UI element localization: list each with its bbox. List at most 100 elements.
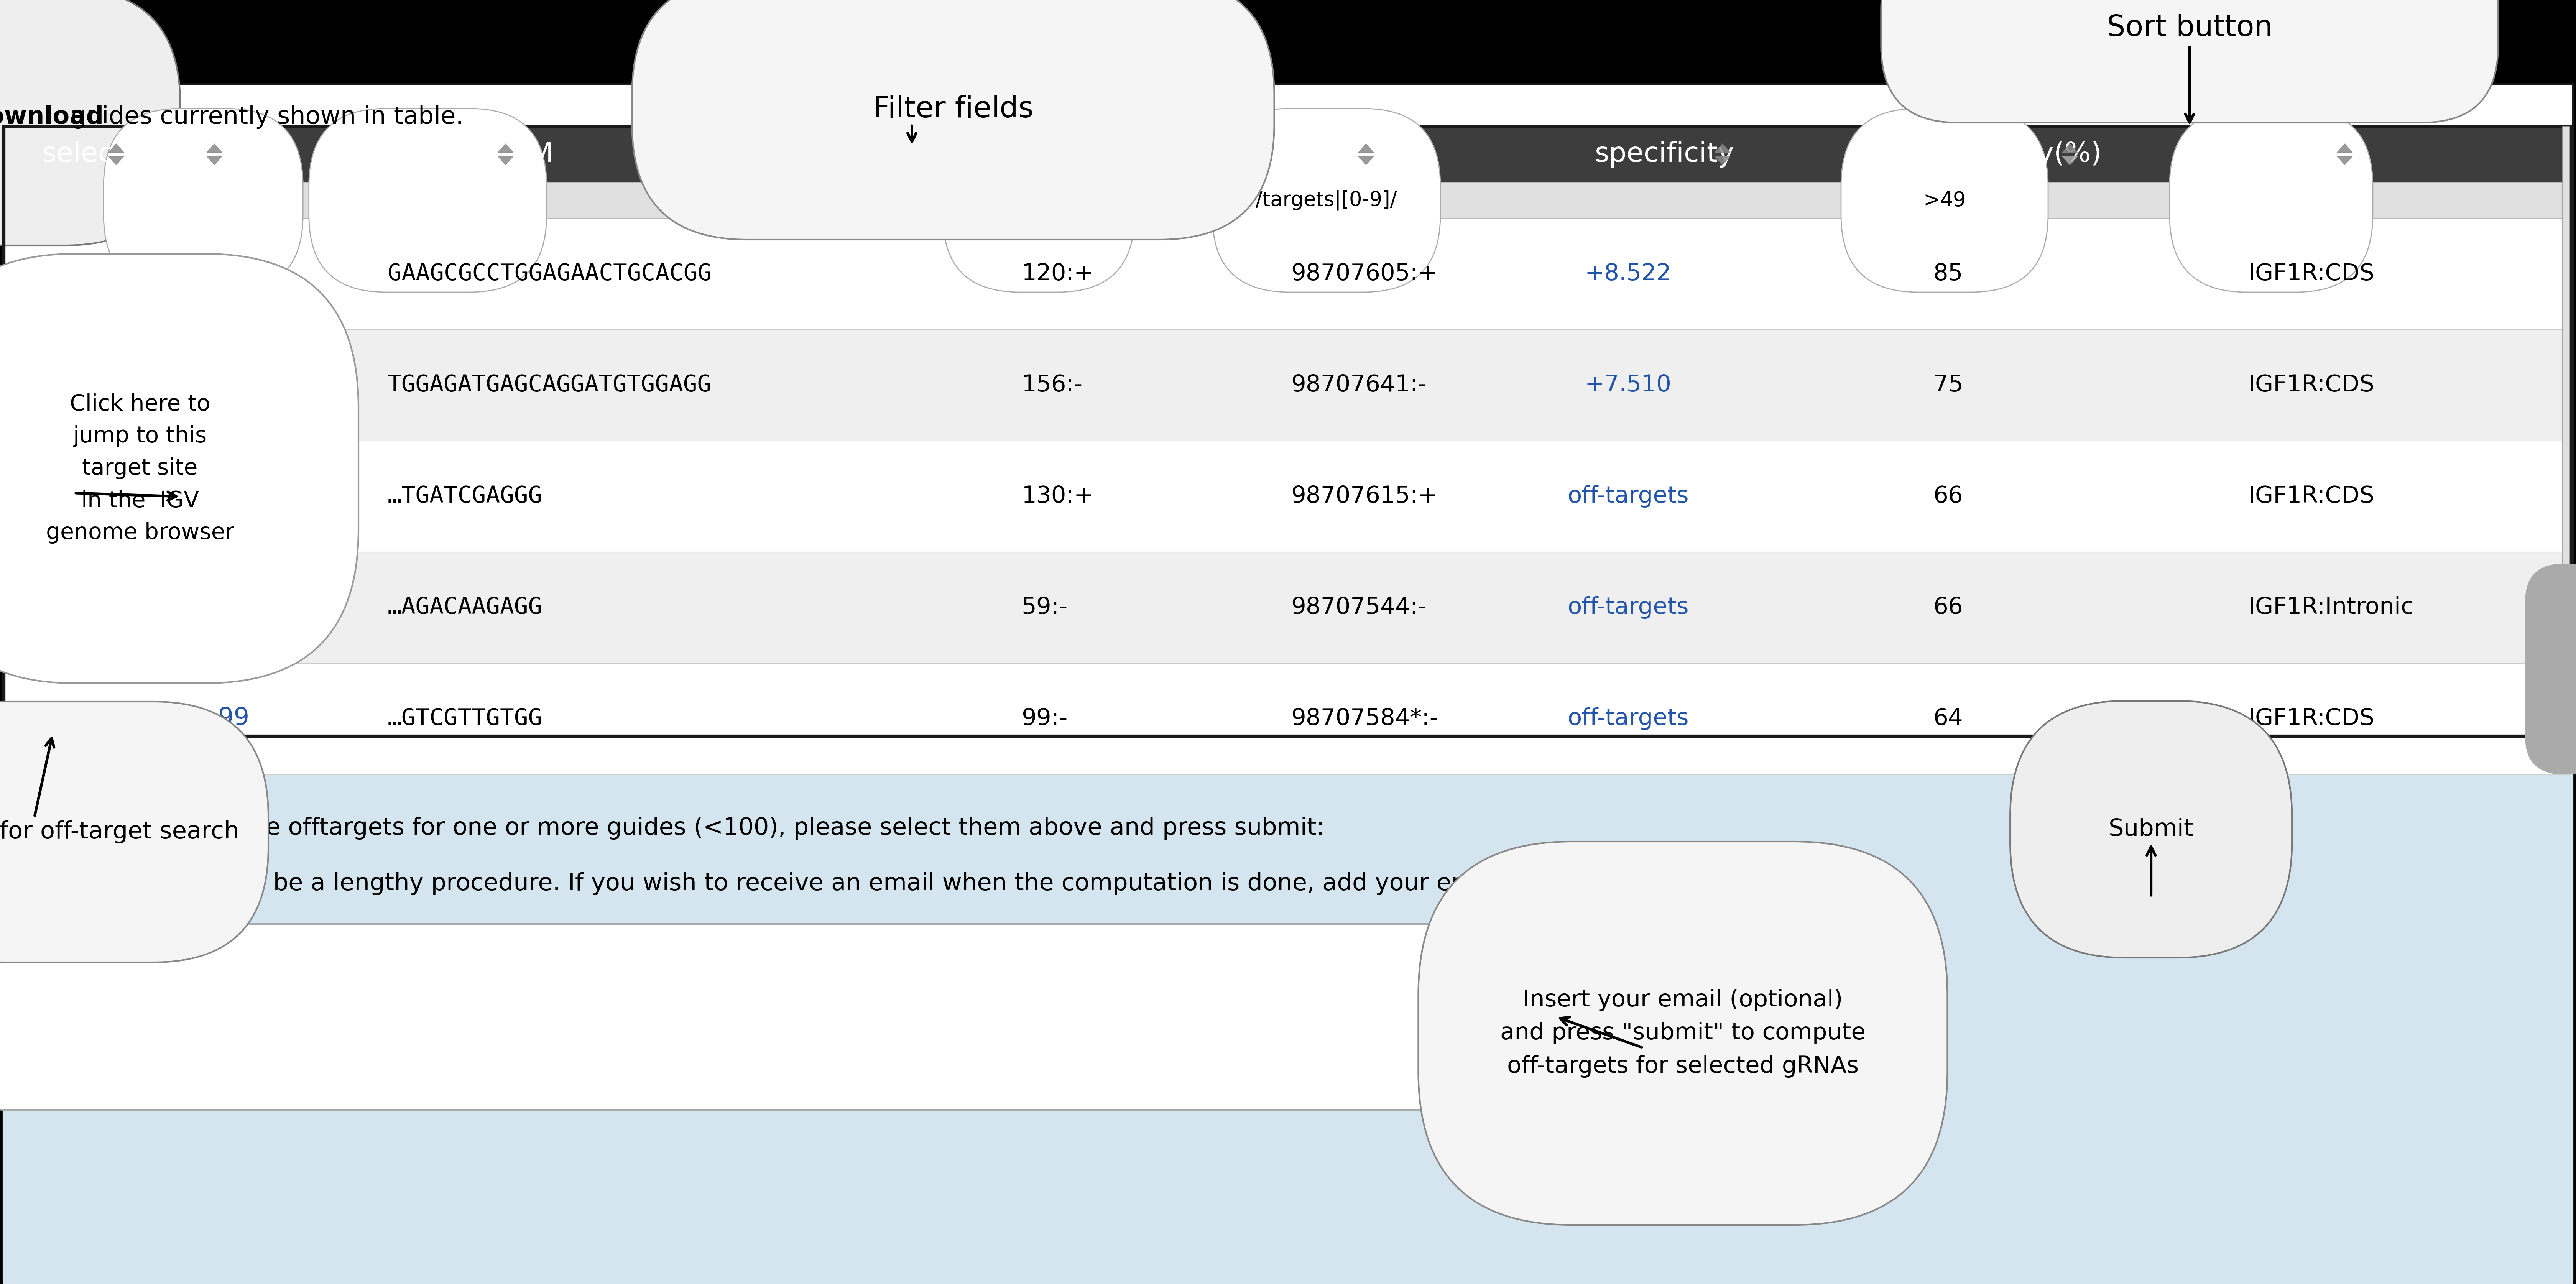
Text: 99:-: 99:-	[1023, 707, 1066, 731]
Text: off-targets: off-targets	[1569, 596, 1690, 619]
Text: Download: Download	[0, 105, 103, 128]
Text: target+PAM: target+PAM	[389, 141, 554, 167]
FancyBboxPatch shape	[943, 109, 1133, 293]
Text: If you wish to compute offtargets for one or more guides (<100), please select t: If you wish to compute offtargets for on…	[8, 817, 1324, 840]
Bar	[41, 596, 64, 619]
Text: select: select	[41, 141, 124, 167]
Bar	[3, 182, 2571, 218]
Text: Click here to
jump to this
target site
in the  IGV
genome browser: Click here to jump to this target site i…	[46, 393, 234, 544]
Text: 75: 75	[1935, 374, 1963, 397]
Text: IGF1R:CDS: IGF1R:CDS	[2249, 263, 2375, 285]
Bar	[41, 374, 64, 397]
FancyBboxPatch shape	[103, 109, 304, 293]
Polygon shape	[1358, 157, 1373, 164]
Text: 64: 64	[1935, 707, 1963, 731]
Text: E-mail: E-mail	[8, 967, 88, 993]
Polygon shape	[497, 157, 513, 164]
Polygon shape	[2063, 144, 2079, 153]
FancyBboxPatch shape	[631, 0, 1275, 240]
Text: +7.510: +7.510	[1584, 374, 1672, 397]
Bar	[2563, 127, 2568, 736]
Polygon shape	[497, 144, 513, 153]
FancyBboxPatch shape	[1213, 109, 1440, 293]
Text: 98707544:-: 98707544:-	[1291, 596, 1427, 619]
Bar	[3, 127, 2571, 182]
FancyBboxPatch shape	[0, 701, 268, 962]
Text: IGF1R:CDS: IGF1R:CDS	[2249, 374, 2375, 397]
FancyBboxPatch shape	[1880, 0, 2499, 123]
Text: specificity: specificity	[1595, 141, 1734, 167]
Text: m_56: m_56	[183, 374, 250, 397]
Text: m_99: m_99	[183, 706, 250, 731]
Text: Submit: Submit	[2110, 818, 2195, 841]
Bar	[3, 736, 2573, 1284]
Bar	[41, 263, 64, 285]
FancyBboxPatch shape	[2524, 564, 2576, 774]
Text: 98707615:+: 98707615:+	[1291, 485, 1437, 507]
Text: TGGAGATGAGCAGGATGTGGAGG: TGGAGATGAGCAGGATGTGGAGG	[386, 374, 711, 397]
Text: Sort button: Sort button	[2107, 14, 2272, 42]
Text: …TGATCGAGGG: …TGATCGAGGG	[386, 485, 544, 507]
Text: GAAGCGCCTGGAGAACTGCACGG: GAAGCGCCTGGAGAACTGCACGG	[386, 263, 711, 285]
Bar	[3, 330, 2571, 440]
Text: Insert your email (optional)
and press "submit" to compute
off-targets for selec: Insert your email (optional) and press "…	[1499, 989, 1865, 1077]
Polygon shape	[108, 144, 124, 153]
Text: IGF1R:CDS: IGF1R:CDS	[2249, 707, 2375, 731]
Text: off-targets: off-targets	[1569, 485, 1690, 507]
Text: …GTCGTTGTGG: …GTCGTTGTGG	[386, 707, 544, 731]
Text: /targets|[0-9]/: /targets|[0-9]/	[1255, 190, 1396, 211]
Text: >49: >49	[1924, 190, 1965, 211]
Bar	[41, 485, 64, 508]
Text: cut-site: cut-site	[2249, 141, 2352, 167]
Text: 59:-: 59:-	[1023, 596, 1066, 619]
Text: IGF1R:CDS: IGF1R:CDS	[2249, 485, 2375, 507]
Polygon shape	[1090, 157, 1105, 164]
Polygon shape	[1090, 144, 1105, 153]
Text: p_130: p_130	[183, 484, 258, 508]
Text: Select for off-target search: Select for off-target search	[0, 820, 240, 844]
Polygon shape	[2336, 157, 2352, 164]
FancyBboxPatch shape	[0, 254, 358, 683]
FancyBboxPatch shape	[309, 109, 546, 293]
Text: in the field below.: in the field below.	[8, 918, 219, 941]
FancyBboxPatch shape	[1842, 109, 2048, 293]
Bar	[3, 440, 2571, 552]
FancyBboxPatch shape	[0, 0, 180, 245]
Text: genome: genome	[1291, 141, 1404, 167]
Text: off-targets: off-targets	[1569, 707, 1690, 731]
Bar	[3, 127, 2571, 736]
Bar	[3, 552, 2571, 664]
Polygon shape	[2063, 157, 2079, 164]
Text: region: region	[1023, 141, 1110, 167]
FancyBboxPatch shape	[0, 924, 1628, 1109]
Text: 120:+: 120:+	[1023, 263, 1095, 285]
Text: 66: 66	[1935, 485, 1963, 507]
Bar	[3, 218, 2571, 330]
Text: Filter fields: Filter fields	[873, 95, 1033, 123]
Text: IGF1R:Intronic: IGF1R:Intronic	[2249, 596, 2414, 619]
Polygon shape	[1716, 157, 1731, 164]
Text: 98707584*:-: 98707584*:-	[1291, 707, 1437, 731]
FancyBboxPatch shape	[1419, 841, 1947, 1225]
Text: …AGACAAGAGG: …AGACAAGAGG	[386, 596, 544, 619]
Polygon shape	[108, 157, 124, 164]
Text: id: id	[183, 141, 209, 167]
Polygon shape	[1358, 144, 1373, 153]
Text: 98707641:-: 98707641:-	[1291, 374, 1427, 397]
Polygon shape	[1716, 144, 1731, 153]
Text: This computation can be a lengthy procedure. If you wish to receive an email whe: This computation can be a lengthy proced…	[8, 872, 1605, 895]
Text: p_120: p_120	[183, 262, 258, 286]
Bar	[3, 664, 2571, 774]
Polygon shape	[206, 144, 222, 153]
Polygon shape	[2336, 144, 2352, 153]
Text: 98707605:+: 98707605:+	[1291, 263, 1437, 285]
FancyBboxPatch shape	[2009, 701, 2293, 958]
Text: 66: 66	[1935, 596, 1963, 619]
Text: To view top 50 off-targets for already computed guides, click the specificity sc: To view top 50 off-targets for already c…	[8, 1072, 1273, 1094]
Text: Off-targets: Off-targets	[8, 760, 188, 788]
Text: 130:+: 130:+	[1023, 485, 1095, 507]
Text: 85: 85	[1935, 263, 1963, 285]
Bar	[41, 707, 64, 731]
Text: efficiency(%): efficiency(%)	[1922, 141, 2102, 167]
Text: m_59: m_59	[183, 596, 250, 620]
